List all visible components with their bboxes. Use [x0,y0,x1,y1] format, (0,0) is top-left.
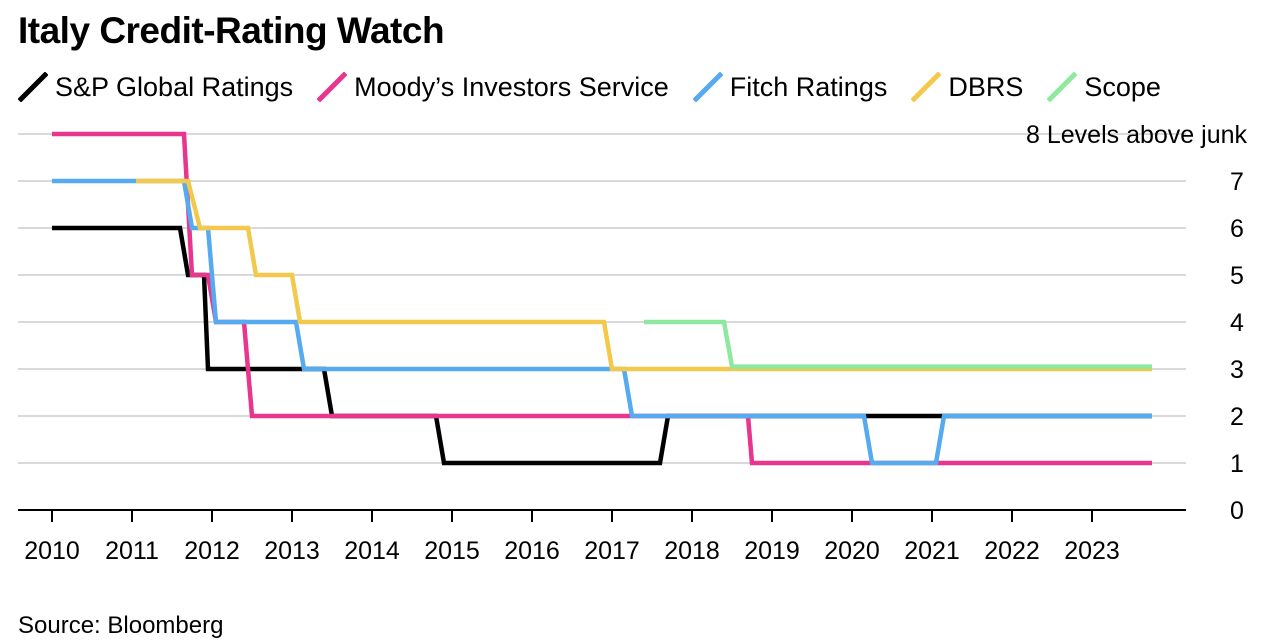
x-tick-label-2016: 2016 [504,537,560,565]
legend-label-scope: Scope [1084,71,1161,102]
series-line-moody-s-investors-service [52,131,1152,466]
gridlines [18,133,1186,464]
series-line-dbrs [136,178,1152,372]
x-tick-label-2021: 2021 [904,537,960,565]
swatch-line [692,72,723,102]
swatch-line [911,72,942,102]
series-lines [52,131,1152,466]
legend-item-fitch: Fitch Ratings [692,71,888,103]
x-tick-label-2022: 2022 [984,537,1040,565]
y-tick-label-8: 8 Levels above junk [1026,121,1247,149]
legend-swatch-moodys-icon [317,72,348,102]
x-tick-label-2012: 2012 [184,537,240,565]
swatch-line [1047,72,1078,102]
x-tick-label-2017: 2017 [584,537,640,565]
y-tick-label-6: 6 [1230,215,1244,243]
series-line-s-p-global-ratings [52,225,1152,466]
legend-label-fitch: Fitch Ratings [729,71,888,102]
x-tick-label-2010: 2010 [24,537,80,565]
y-tick-label-1: 1 [1230,450,1244,478]
y-tick-label-5: 5 [1230,262,1244,290]
legend-label-dbrs: DBRS [948,71,1024,102]
y-tick-label-7: 7 [1230,168,1244,196]
series-line-fitch-ratings [52,178,1152,466]
x-axis [18,509,1186,522]
swatch-line [317,72,348,102]
y-tick-label-2: 2 [1230,403,1244,431]
legend-swatch-fitch-icon [692,72,723,102]
x-tick-label-2011: 2011 [105,537,159,565]
legend: S&P Global Ratings Moody’s Investors Ser… [18,70,1185,104]
series-line-scope [644,319,1152,369]
chart-title: Italy Credit-Rating Watch [18,10,445,51]
y-tick-label-3: 3 [1230,356,1244,384]
legend-swatch-sp-icon [18,72,48,102]
legend-item-scope: Scope [1047,72,1161,103]
legend-swatch-scope-icon [1047,72,1078,102]
x-tick-label-2015: 2015 [424,537,480,565]
x-tick-label-2013: 2013 [264,537,320,565]
x-tick-label-2020: 2020 [824,537,880,565]
legend-swatch-dbrs-icon [911,72,942,102]
x-tick-label-2014: 2014 [344,537,400,565]
legend-item-sp: S&P Global Ratings [18,72,293,103]
source-note: Source: Bloomberg [18,612,224,639]
x-tick-labels: 2010 2011 2012 2013 2014 2015 2016 2017 2018 2019… [24,537,1120,565]
y-tick-label-0: 0 [1230,497,1244,525]
swatch-line [18,72,48,102]
legend-label-moodys: Moody’s Investors Service [354,71,669,102]
x-tick-label-2019: 2019 [744,537,800,565]
y-tick-label-4: 4 [1230,309,1244,337]
legend-item-dbrs: DBRS [911,72,1023,103]
x-tick-label-2018: 2018 [664,537,720,565]
legend-label-sp: S&P Global Ratings [55,71,294,102]
y-tick-labels: 0 1 2 3 4 5 6 7 8 Levels above junk [1026,121,1247,525]
legend-item-moodys: Moody’s Investors Service [317,72,669,103]
x-tick-label-2023: 2023 [1064,537,1120,565]
